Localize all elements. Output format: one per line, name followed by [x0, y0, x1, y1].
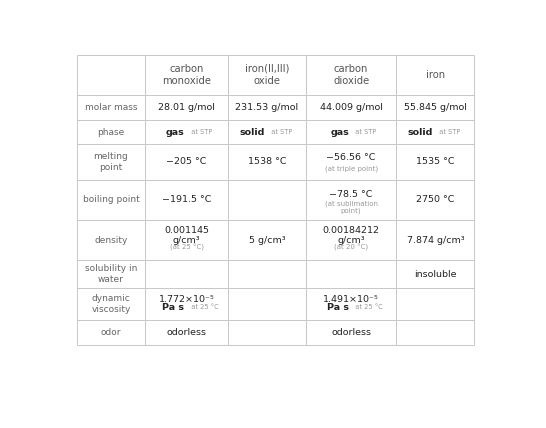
- Bar: [145, 288, 228, 320]
- Bar: [396, 55, 474, 95]
- Bar: [306, 220, 396, 260]
- Text: at STP: at STP: [435, 129, 461, 135]
- Bar: [396, 144, 474, 180]
- Text: solid: solid: [408, 128, 433, 137]
- Bar: [76, 320, 145, 345]
- Text: odorless: odorless: [167, 328, 206, 337]
- Bar: [145, 180, 228, 220]
- Bar: [76, 144, 145, 180]
- Text: dynamic
viscosity: dynamic viscosity: [91, 294, 130, 314]
- Text: phase: phase: [97, 128, 124, 137]
- Bar: [145, 55, 228, 95]
- Bar: [396, 220, 474, 260]
- Text: iron: iron: [426, 70, 445, 80]
- Bar: [145, 120, 228, 144]
- Text: 0.001145
g/cm³: 0.001145 g/cm³: [164, 226, 209, 245]
- Text: 1.491×10⁻⁵: 1.491×10⁻⁵: [323, 295, 379, 304]
- Bar: [396, 320, 474, 345]
- Text: odor: odor: [101, 328, 121, 337]
- Bar: [228, 320, 306, 345]
- Text: odorless: odorless: [331, 328, 371, 337]
- Text: −56.56 °C: −56.56 °C: [327, 153, 376, 162]
- Bar: [145, 144, 228, 180]
- Text: Pa s: Pa s: [162, 303, 185, 312]
- Bar: [76, 260, 145, 288]
- Text: (at 20 °C): (at 20 °C): [334, 244, 368, 251]
- Bar: [76, 95, 145, 120]
- Bar: [306, 180, 396, 220]
- Text: insoluble: insoluble: [414, 270, 456, 279]
- Bar: [396, 288, 474, 320]
- Text: 1538 °C: 1538 °C: [248, 158, 286, 166]
- Bar: [396, 120, 474, 144]
- Text: 231.53 g/mol: 231.53 g/mol: [235, 103, 299, 112]
- Text: 1.772×10⁻⁵: 1.772×10⁻⁵: [159, 295, 215, 304]
- Text: at STP: at STP: [187, 129, 212, 135]
- Text: iron(II,III)
oxide: iron(II,III) oxide: [245, 64, 289, 86]
- Bar: [228, 260, 306, 288]
- Text: −205 °C: −205 °C: [167, 158, 207, 166]
- Bar: [306, 320, 396, 345]
- Bar: [76, 120, 145, 144]
- Bar: [76, 55, 145, 95]
- Bar: [396, 260, 474, 288]
- Text: (at 25 °C): (at 25 °C): [169, 244, 204, 251]
- Text: 5 g/cm³: 5 g/cm³: [248, 236, 285, 245]
- Text: 1535 °C: 1535 °C: [416, 158, 455, 166]
- Text: at 25 °C: at 25 °C: [351, 304, 383, 310]
- Bar: [306, 55, 396, 95]
- Text: 44.009 g/mol: 44.009 g/mol: [320, 103, 383, 112]
- Text: boiling point: boiling point: [82, 195, 139, 204]
- Text: 55.845 g/mol: 55.845 g/mol: [404, 103, 467, 112]
- Bar: [306, 288, 396, 320]
- Bar: [306, 95, 396, 120]
- Bar: [306, 120, 396, 144]
- Bar: [228, 220, 306, 260]
- Bar: [76, 288, 145, 320]
- Text: gas: gas: [165, 128, 185, 137]
- Text: 28.01 g/mol: 28.01 g/mol: [158, 103, 215, 112]
- Bar: [145, 95, 228, 120]
- Bar: [396, 95, 474, 120]
- Bar: [306, 144, 396, 180]
- Text: solubility in
water: solubility in water: [85, 264, 137, 284]
- Bar: [76, 220, 145, 260]
- Text: carbon
dioxide: carbon dioxide: [333, 64, 369, 86]
- Bar: [76, 180, 145, 220]
- Bar: [228, 180, 306, 220]
- Text: carbon
monoxide: carbon monoxide: [162, 64, 211, 86]
- Text: 7.874 g/cm³: 7.874 g/cm³: [407, 236, 464, 245]
- Text: at STP: at STP: [267, 129, 292, 135]
- Text: gas: gas: [330, 128, 349, 137]
- Text: solid: solid: [240, 128, 265, 137]
- Text: Pa s: Pa s: [327, 303, 349, 312]
- Text: melting
point: melting point: [93, 152, 128, 172]
- Bar: [396, 180, 474, 220]
- Text: (at triple point): (at triple point): [324, 165, 378, 172]
- Text: 0.00184212
g/cm³: 0.00184212 g/cm³: [323, 226, 379, 245]
- Bar: [306, 260, 396, 288]
- Bar: [145, 320, 228, 345]
- Text: 2750 °C: 2750 °C: [416, 195, 454, 204]
- Text: density: density: [94, 236, 128, 245]
- Bar: [145, 260, 228, 288]
- Text: at STP: at STP: [351, 129, 377, 135]
- Text: at 25 °C: at 25 °C: [187, 304, 218, 310]
- Bar: [228, 144, 306, 180]
- Bar: [228, 288, 306, 320]
- Text: −191.5 °C: −191.5 °C: [162, 195, 211, 204]
- Text: molar mass: molar mass: [85, 103, 137, 112]
- Bar: [228, 95, 306, 120]
- Bar: [145, 220, 228, 260]
- Bar: [228, 120, 306, 144]
- Text: (at sublimation
point): (at sublimation point): [325, 200, 378, 214]
- Bar: [228, 55, 306, 95]
- Text: −78.5 °C: −78.5 °C: [329, 190, 373, 199]
